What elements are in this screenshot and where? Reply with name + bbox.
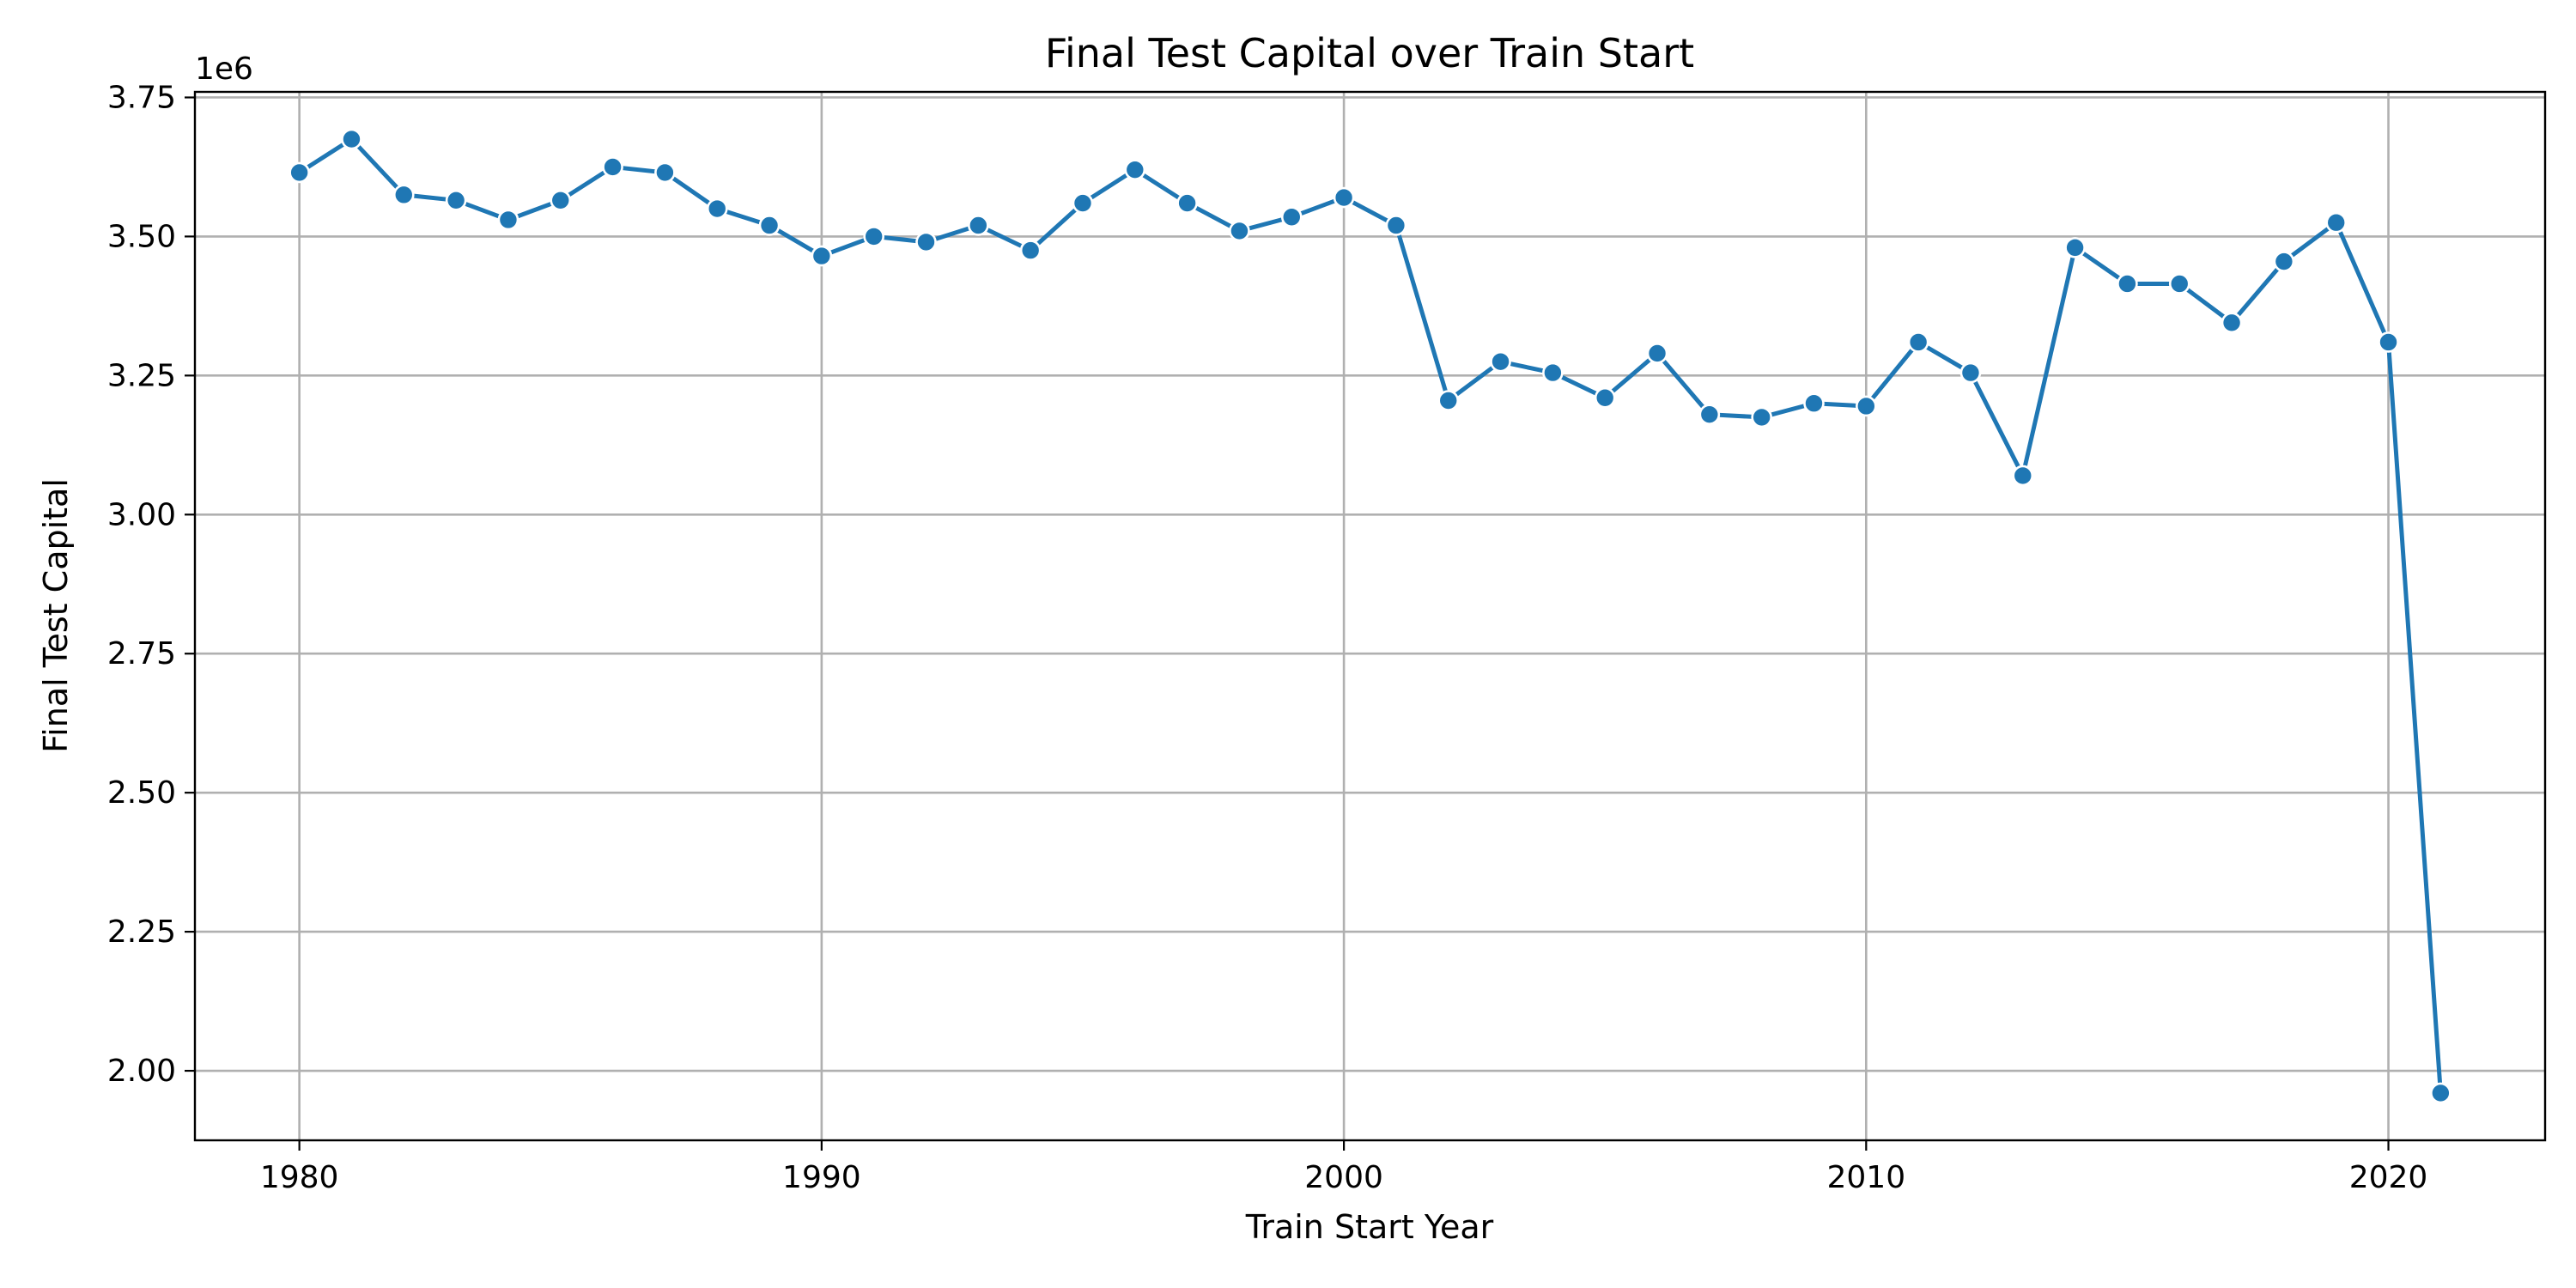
- data-point: [1437, 390, 1460, 411]
- y-axis-offset-label: 1e6: [195, 52, 253, 87]
- data-point: [2430, 1082, 2451, 1104]
- x-tick-label: 1990: [782, 1160, 861, 1195]
- y-tick-label: 2.25: [107, 914, 176, 950]
- plot-frame: [193, 90, 2547, 1142]
- y-tick-label: 2.00: [107, 1054, 176, 1089]
- data-point: [1333, 186, 1355, 209]
- data-point: [968, 215, 989, 236]
- data-point: [863, 226, 884, 247]
- data-point: [1385, 215, 1407, 236]
- data-point: [550, 190, 572, 211]
- x-tick-label: 1980: [260, 1160, 339, 1195]
- data-point: [392, 184, 415, 206]
- data-point: [1176, 192, 1198, 214]
- data-point: [1280, 206, 1303, 228]
- y-tick-label: 2.50: [107, 775, 176, 811]
- data-point: [1856, 395, 1877, 417]
- data-point: [341, 128, 362, 150]
- y-tick-label: 3.25: [107, 358, 176, 393]
- x-axis-label: Train Start Year: [1245, 1208, 1494, 1246]
- x-tick-label: 2000: [1304, 1160, 1383, 1195]
- data-point: [1594, 386, 1616, 409]
- data-point: [1698, 404, 1721, 425]
- data-point: [1229, 220, 1250, 242]
- y-tick-label: 3.75: [107, 80, 176, 115]
- data-point: [2168, 273, 2190, 295]
- data-point: [2064, 237, 2086, 258]
- data-point: [1959, 361, 1982, 384]
- data-point: [706, 197, 728, 220]
- grid-layer: [195, 92, 2545, 1140]
- data-point: [1490, 350, 1511, 373]
- data-point: [2117, 273, 2138, 295]
- data-point: [2378, 331, 2399, 353]
- y-axis-label: Final Test Capital: [37, 478, 75, 753]
- data-point: [1907, 331, 1929, 353]
- data-point: [1646, 343, 1668, 364]
- data-point: [2221, 312, 2243, 334]
- x-tick-label: 2020: [2349, 1160, 2428, 1195]
- data-point: [654, 161, 676, 184]
- y-tick-label: 3.50: [107, 219, 176, 254]
- data-point: [811, 245, 833, 267]
- data-point: [2012, 465, 2034, 487]
- tick-layer: 1980 1990 2000 2010 2020 2.00 2.25 2.50 2.75 3.00…: [107, 80, 2428, 1195]
- data-point: [758, 215, 781, 236]
- data-point: [1124, 159, 1146, 180]
- data-point: [1019, 240, 1042, 261]
- data-point: [602, 156, 623, 178]
- data-point: [1751, 406, 1772, 428]
- data-point: [2325, 211, 2348, 234]
- data-point: [915, 231, 937, 253]
- data-point: [1542, 361, 1564, 384]
- data-point: [445, 190, 467, 211]
- x-tick-label: 2010: [1826, 1160, 1905, 1195]
- data-point: [497, 209, 519, 231]
- series-layer: [289, 128, 2451, 1104]
- data-point: [2273, 251, 2295, 272]
- data-point: [1072, 192, 1094, 214]
- y-tick-label: 2.75: [107, 636, 176, 671]
- data-point: [289, 161, 310, 184]
- y-tick-label: 3.00: [107, 497, 176, 532]
- chart-title: Final Test Capital over Train Start: [1045, 30, 1694, 76]
- data-point: [1803, 392, 1825, 415]
